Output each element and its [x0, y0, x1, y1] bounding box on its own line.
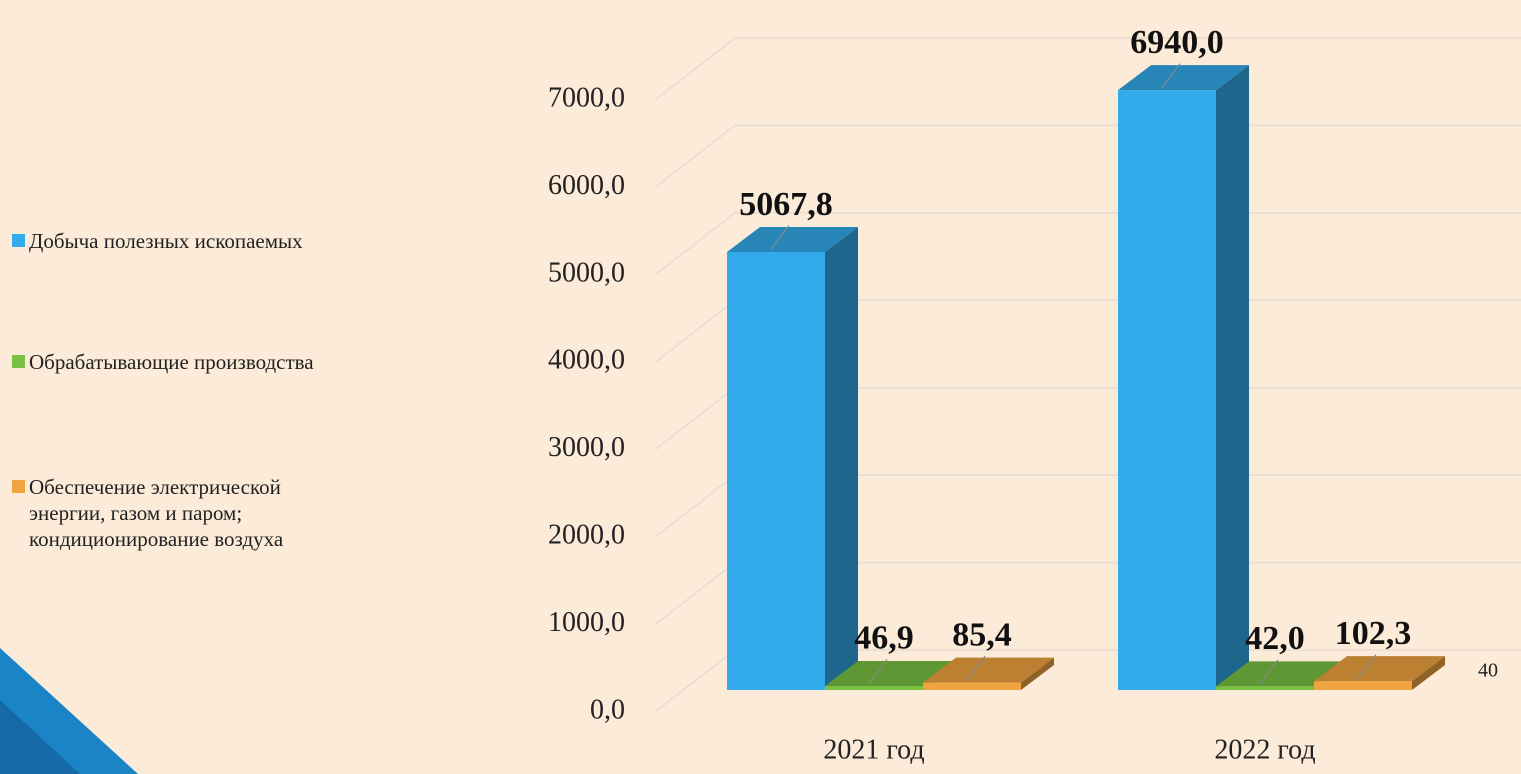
bar-top: [1118, 65, 1249, 91]
legend-label: Добыча полезных ископаемых: [29, 229, 303, 253]
legend-swatch: [12, 234, 25, 247]
bar-top: [1216, 661, 1347, 687]
bar: [1314, 656, 1445, 690]
bar: [1118, 65, 1249, 690]
bar-front: [1314, 681, 1412, 690]
bar-side: [825, 226, 858, 690]
data-label: 42,0: [1245, 620, 1305, 657]
label-leader: [770, 225, 790, 250]
y-tick-label: 3000,0: [548, 432, 625, 463]
data-label: 5067,8: [739, 186, 833, 223]
data-label: 102,3: [1335, 615, 1412, 652]
grid-line: [654, 212, 1521, 276]
page-number: 40: [1478, 660, 1498, 682]
bar-front: [1118, 90, 1216, 690]
bar-top: [1314, 656, 1445, 682]
legend-item: Добыча полезных ископаемых: [12, 228, 472, 254]
label-leader: [966, 655, 986, 681]
grid-line: [654, 124, 1521, 189]
label-leader: [1259, 659, 1279, 685]
legend-label: Обрабатывающие производства: [29, 350, 314, 374]
bar-top: [727, 226, 858, 252]
label-leader: [1161, 63, 1181, 89]
data-label: 46,9: [854, 620, 914, 657]
corner-decoration: [0, 700, 80, 774]
bar-side: [1021, 657, 1054, 690]
x-tick-label: 2021 год: [823, 734, 924, 765]
x-tick-label: 2022 год: [1214, 734, 1315, 765]
bar-front: [1216, 686, 1314, 690]
legend-swatch: [12, 480, 25, 493]
bar-front: [825, 685, 923, 690]
y-tick-label: 7000,0: [548, 82, 625, 113]
bar: [923, 657, 1054, 690]
grid-line: [654, 37, 1521, 101]
label-leader: [1357, 654, 1377, 680]
legend-item: Обеспечение электрической энергии, газом…: [12, 474, 472, 552]
bar-front: [727, 251, 825, 690]
bar-top: [825, 660, 956, 686]
legend-item: Обрабатывающие производства: [12, 349, 472, 375]
y-tick-label: 2000,0: [548, 520, 625, 551]
data-label: 6940,0: [1130, 24, 1224, 61]
bar: [727, 226, 858, 690]
label-leader: [868, 659, 888, 684]
y-tick-label: 5000,0: [548, 257, 625, 288]
legend-swatch: [12, 355, 25, 368]
y-tick-label: 0,0: [590, 694, 625, 725]
bar-side: [1216, 65, 1249, 690]
y-tick-label: 4000,0: [548, 345, 625, 376]
legend-label: Обеспечение электрической энергии, газом…: [29, 475, 284, 551]
bar-side: [1412, 656, 1445, 690]
bar-top: [923, 657, 1054, 683]
bar-front: [923, 682, 1021, 690]
y-tick-label: 6000,0: [548, 170, 625, 201]
y-tick-label: 1000,0: [548, 607, 625, 638]
data-label: 85,4: [952, 616, 1012, 653]
